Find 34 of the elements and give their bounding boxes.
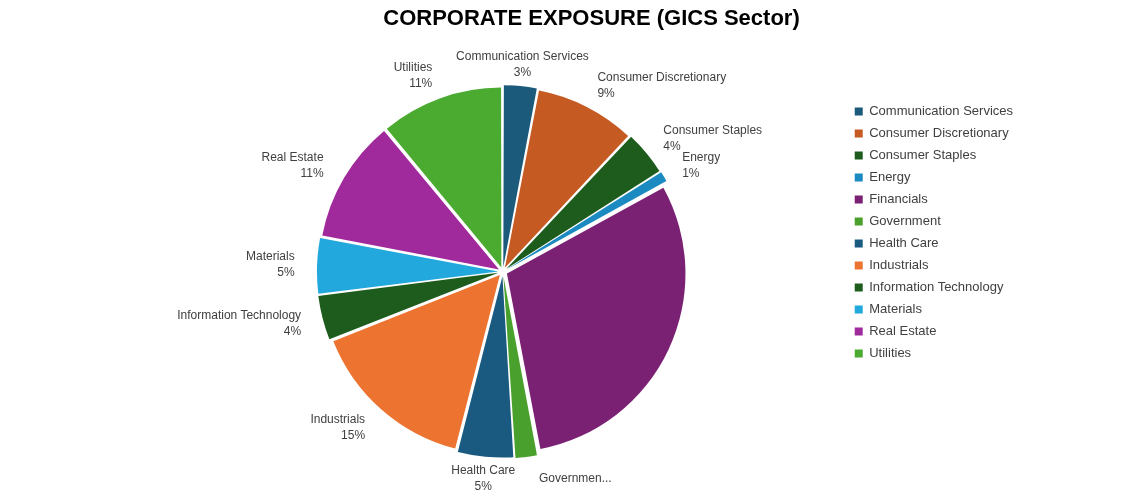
legend-label: Utilities bbox=[869, 345, 912, 361]
legend-label: Consumer Discretionary bbox=[869, 125, 1010, 141]
slice-label: Health Care bbox=[451, 463, 516, 478]
data-label: 11% bbox=[409, 76, 433, 91]
slice-label: Materials bbox=[245, 249, 295, 264]
slice-label: Utilities bbox=[393, 60, 433, 75]
data-label: 1% bbox=[682, 165, 700, 180]
text: Governmen... bbox=[538, 470, 612, 485]
data-label: 4% bbox=[283, 323, 302, 338]
data-label: 5% bbox=[277, 265, 295, 280]
data-label: 4% bbox=[663, 139, 682, 154]
data-label: 15% bbox=[341, 428, 366, 443]
slice-label: Consumer Discretionary bbox=[597, 70, 727, 85]
legend-label: Financials bbox=[869, 191, 929, 207]
slice-label: Consumer Staples bbox=[663, 123, 763, 138]
legend-label: Real Estate bbox=[869, 323, 937, 339]
slice-label: Real Estate bbox=[261, 149, 324, 164]
legend-label: Energy bbox=[869, 169, 911, 185]
data-label: 11% bbox=[300, 165, 324, 180]
slice-label: Energy bbox=[682, 149, 721, 164]
data-label: 5% bbox=[474, 479, 493, 494]
legend-label: Health Care bbox=[869, 235, 939, 251]
data-label: 9% bbox=[597, 86, 616, 101]
legend-label: Consumer Staples bbox=[869, 147, 977, 163]
legend-label: Information Technology bbox=[869, 279, 1004, 295]
legend-label: Industrials bbox=[869, 257, 929, 273]
slice-label: Information Technology bbox=[177, 307, 302, 322]
slice-label: Industrials bbox=[310, 412, 366, 427]
chart-title: CORPORATE EXPOSURE (GICS Sector) bbox=[383, 5, 800, 31]
slice-label: Communication Services bbox=[456, 48, 589, 63]
data-label: 3% bbox=[513, 64, 532, 79]
legend-label: Government bbox=[869, 213, 942, 229]
legend-label: Communication Services bbox=[869, 103, 1014, 119]
legend-label: Materials bbox=[869, 301, 923, 317]
